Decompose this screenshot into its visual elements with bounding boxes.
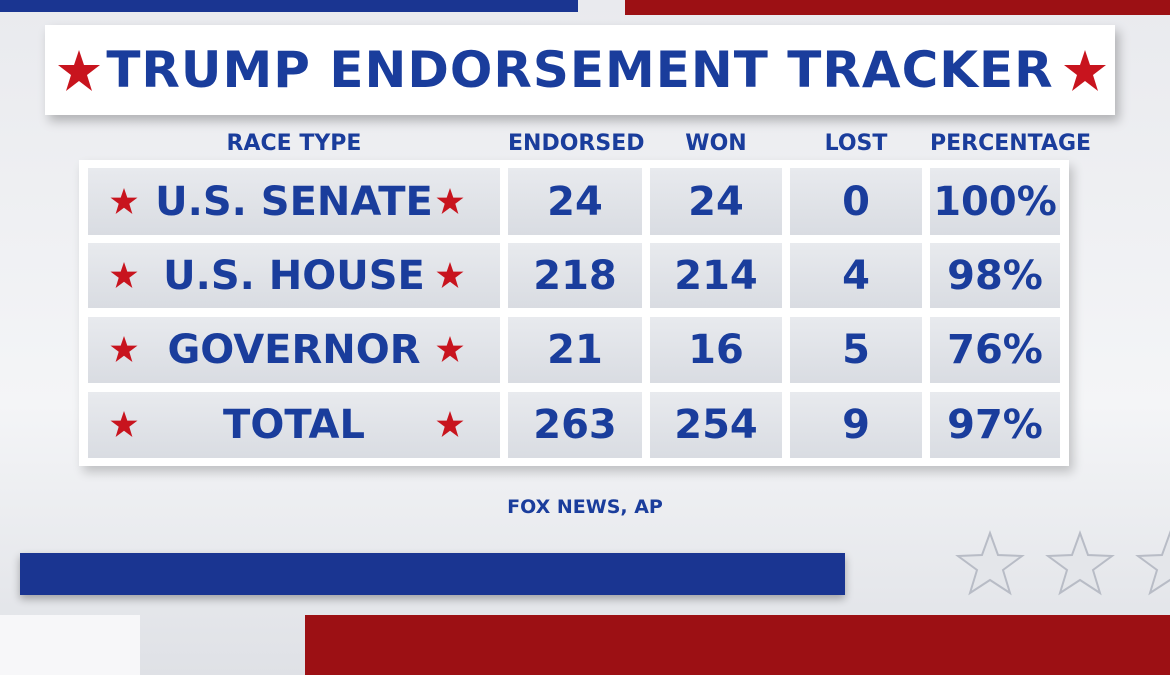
decor-bar bbox=[0, 0, 578, 12]
star bbox=[110, 261, 138, 288]
decor-bar bbox=[20, 553, 845, 595]
cell-value: 24 bbox=[688, 178, 744, 225]
cell-value: 4 bbox=[842, 252, 870, 299]
cell-value: 98% bbox=[947, 252, 1043, 299]
cell-value: 21 bbox=[547, 327, 603, 373]
cell-value: 254 bbox=[674, 402, 758, 448]
value-cell: 218 bbox=[508, 243, 642, 308]
race-cell: GOVERNOR bbox=[88, 317, 500, 383]
value-cell: 5 bbox=[790, 317, 922, 383]
value-cell: 97% bbox=[930, 392, 1060, 458]
cell-value: 218 bbox=[533, 252, 617, 299]
value-cell: 21 bbox=[508, 317, 642, 383]
source: FOX NEWS, AP bbox=[507, 496, 663, 518]
value-cell: 24 bbox=[650, 168, 782, 235]
race-cell: TOTAL bbox=[88, 392, 500, 458]
star bbox=[110, 411, 138, 437]
cell-value: 100% bbox=[933, 178, 1057, 225]
column-header: ENDORSED bbox=[508, 131, 645, 156]
cell-value: 76% bbox=[947, 327, 1043, 373]
column-header: WON bbox=[685, 131, 747, 156]
cell-value: 24 bbox=[547, 178, 603, 225]
decor-bar bbox=[305, 615, 1170, 675]
cell-value: 9 bbox=[842, 402, 870, 448]
value-cell: 0 bbox=[790, 168, 922, 235]
column-header: PERCENTAGE bbox=[930, 131, 1092, 156]
star bbox=[58, 50, 100, 91]
race-cell: U.S. HOUSE bbox=[88, 243, 500, 308]
star bbox=[436, 261, 464, 288]
cell-value: 263 bbox=[533, 402, 617, 448]
star bbox=[110, 336, 138, 362]
race-type: U.S. SENATE bbox=[155, 178, 433, 225]
value-cell: 24 bbox=[508, 168, 642, 235]
value-cell: 9 bbox=[790, 392, 922, 458]
cell-value: 16 bbox=[688, 327, 744, 373]
title: TRUMP ENDORSEMENT TRACKER bbox=[106, 41, 1054, 99]
value-cell: 98% bbox=[930, 243, 1060, 308]
race-type: GOVERNOR bbox=[167, 327, 421, 373]
title-box: TRUMP ENDORSEMENT TRACKER bbox=[45, 25, 1115, 115]
decor-stars bbox=[955, 530, 1170, 596]
star bbox=[436, 336, 464, 362]
cell-value: 0 bbox=[842, 178, 870, 225]
value-cell: 76% bbox=[930, 317, 1060, 383]
cell-value: 5 bbox=[842, 327, 870, 373]
column-header: RACE TYPE bbox=[226, 131, 362, 156]
star bbox=[436, 187, 464, 214]
race-cell: U.S. SENATE bbox=[88, 168, 500, 235]
race-type: TOTAL bbox=[223, 402, 365, 448]
race-type: U.S. HOUSE bbox=[163, 252, 425, 299]
table: U.S. SENATE 24 24 0 100% U.S. HOUSE 218 214 4 98%… bbox=[79, 160, 1069, 466]
cell-value: 214 bbox=[674, 252, 758, 299]
value-cell: 263 bbox=[508, 392, 642, 458]
value-cell: 100% bbox=[930, 168, 1060, 235]
value-cell: 214 bbox=[650, 243, 782, 308]
value-cell: 16 bbox=[650, 317, 782, 383]
star bbox=[110, 187, 138, 214]
column-header: LOST bbox=[824, 131, 888, 156]
value-cell: 254 bbox=[650, 392, 782, 458]
star bbox=[436, 411, 464, 437]
decor-bar bbox=[0, 615, 140, 675]
decor-bar bbox=[625, 0, 1170, 15]
value-cell: 4 bbox=[790, 243, 922, 308]
star bbox=[1064, 50, 1106, 91]
cell-value: 97% bbox=[947, 402, 1043, 448]
